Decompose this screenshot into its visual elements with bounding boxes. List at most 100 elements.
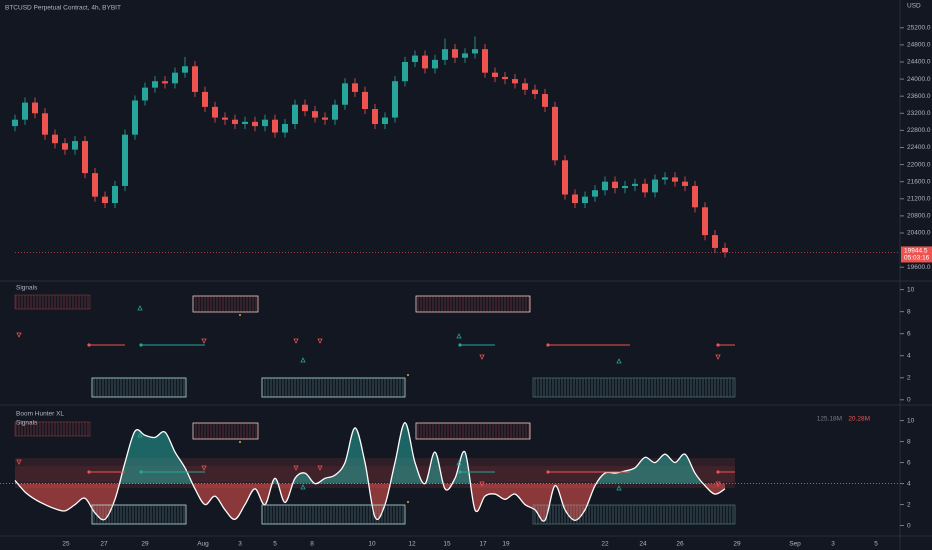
y-tick-label: 0	[907, 522, 911, 529]
x-tick-label: 10	[368, 541, 376, 548]
area-below	[17, 483, 725, 522]
candle-body	[472, 49, 478, 54]
x-tick-label: 24	[639, 541, 647, 548]
x-tick-label: 15	[443, 541, 451, 548]
y-tick-label: 25200.0	[907, 25, 931, 32]
candle-body	[372, 109, 378, 124]
candle-body	[12, 119, 18, 127]
candle-body	[572, 194, 578, 204]
currency-label: USD	[907, 3, 921, 10]
candle-body	[282, 123, 288, 133]
y-tick-label: 0	[907, 397, 911, 404]
candle-body	[692, 185, 698, 208]
candle-body	[232, 119, 238, 124]
y-tick-label: 22000.0	[907, 161, 931, 168]
candle-body	[672, 177, 678, 182]
candle-body	[332, 104, 338, 120]
y-tick-label: 23200.0	[907, 110, 931, 117]
x-tick-label: 22	[601, 541, 609, 548]
candle-body	[92, 173, 98, 197]
candle-body	[652, 179, 658, 193]
y-tick-label: 6	[907, 330, 911, 337]
y-tick-label: 10	[907, 286, 915, 293]
candle-body	[32, 102, 38, 114]
candle-body	[662, 177, 668, 180]
chart-title: BTCUSD Perpetual Contract, 4h, BYBIT	[5, 5, 121, 12]
x-tick-label: Sep	[789, 541, 801, 548]
x-tick-label: 8	[310, 541, 314, 548]
candle-body	[52, 134, 58, 144]
candle-body	[42, 113, 48, 135]
y-tick-label: 23600.0	[907, 93, 931, 100]
candle-body	[72, 141, 78, 150]
y-tick-label: 2	[907, 501, 911, 508]
candle-body	[542, 94, 548, 107]
y-tick-label: 6	[907, 459, 911, 466]
candle-body	[582, 196, 588, 204]
area-above	[15, 422, 725, 484]
y-tick-label: 24400.0	[907, 59, 931, 66]
last-price-box	[901, 246, 932, 263]
candle-body	[722, 247, 728, 253]
candle-body	[712, 235, 718, 248]
candle-body	[632, 183, 638, 186]
x-tick-label: 5	[273, 541, 277, 548]
candle-body	[162, 81, 168, 84]
x-tick-label: 5	[874, 541, 878, 548]
candle-body	[242, 121, 248, 124]
candle-body	[322, 117, 328, 120]
cloud-band	[15, 466, 735, 482]
candle-body	[212, 106, 218, 118]
candle-body	[272, 119, 278, 133]
candle-body	[522, 83, 528, 90]
candle-body	[342, 83, 348, 105]
candle-body	[592, 190, 598, 197]
candle-body	[312, 111, 318, 118]
y-tick-label: 21600.0	[907, 178, 931, 185]
candle-body	[222, 117, 228, 120]
candle-body	[182, 66, 188, 73]
candle-body	[642, 183, 648, 193]
volume-label: 20.28M	[848, 416, 870, 423]
y-tick-label: 20400.0	[907, 230, 931, 237]
y-tick-label: 4	[907, 352, 911, 359]
x-tick-label: 3	[831, 541, 835, 548]
candle-body	[292, 104, 298, 124]
candle-body	[702, 207, 708, 236]
x-tick-label: Aug	[197, 541, 209, 548]
candle-body	[682, 181, 688, 186]
x-tick-label: 12	[408, 541, 416, 548]
y-tick-label: 20800.0	[907, 213, 931, 220]
countdown-label: 05:03:16	[904, 255, 930, 262]
candle-body	[462, 53, 468, 58]
candle-body	[82, 141, 88, 174]
y-tick-label: 4	[907, 480, 911, 487]
candle-body	[112, 185, 118, 204]
pane-title: Signals	[16, 285, 38, 292]
candle-body	[172, 72, 178, 84]
price-pane	[12, 36, 728, 258]
candle-body	[422, 55, 428, 69]
candle-body	[622, 185, 628, 189]
candle-body	[382, 117, 388, 124]
candle-body	[432, 59, 438, 69]
y-tick-label: 2	[907, 374, 911, 381]
oscillator-line	[14, 422, 726, 522]
candle-body	[392, 81, 398, 118]
candle-body	[22, 102, 28, 120]
candle-body	[252, 121, 258, 127]
candle-body	[512, 79, 518, 84]
y-tick-label: 21200.0	[907, 195, 931, 202]
oscillator-pane	[0, 422, 900, 522]
candle-body	[142, 87, 148, 101]
x-tick-label: 25	[62, 541, 70, 548]
volume-label: 125.18M	[817, 416, 842, 423]
candle-body	[612, 181, 618, 189]
x-tick-label: 29	[733, 541, 741, 548]
candle-body	[482, 49, 488, 73]
pane-subtitle: Signals	[16, 420, 38, 427]
candle-body	[502, 76, 508, 80]
y-tick-label: 8	[907, 438, 911, 445]
candle-body	[602, 181, 608, 191]
